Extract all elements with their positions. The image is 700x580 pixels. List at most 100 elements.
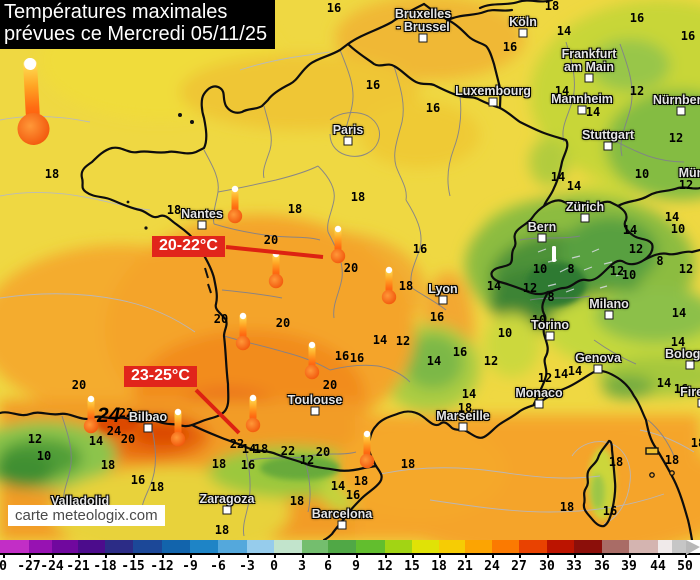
- scale-segment: [629, 540, 658, 553]
- watermark: carte meteologix.com: [8, 505, 165, 526]
- city-label: Paris: [332, 123, 364, 137]
- city-marker: [603, 141, 613, 151]
- temp-value: 16: [429, 310, 445, 324]
- city-label: Köln: [509, 15, 537, 29]
- city-label: Lyon: [428, 282, 458, 296]
- scale-segment: [78, 540, 105, 553]
- temp-value: 16: [412, 242, 428, 256]
- scale-tick: [105, 553, 107, 558]
- scale-tick: [439, 553, 441, 558]
- temp-value: 14: [664, 210, 680, 224]
- temp-value: 18: [100, 458, 116, 472]
- temp-value: 18: [608, 455, 624, 469]
- city-marker: [676, 106, 686, 116]
- temp-value: 12: [678, 178, 694, 192]
- temp-value: 18: [166, 203, 182, 217]
- temp-value: 12: [628, 242, 644, 256]
- scale-tick-label: -27: [17, 559, 41, 574]
- temp-value: 12: [27, 432, 43, 446]
- city-marker: [197, 220, 207, 230]
- city-label: Bologna: [665, 347, 700, 361]
- temp-value: 10: [532, 262, 548, 276]
- temp-value: 14: [585, 105, 601, 119]
- scale-tick: [519, 553, 521, 558]
- temp-value: 16: [334, 349, 350, 363]
- temp-value: 8: [656, 254, 664, 268]
- temp-value: 10: [670, 222, 686, 236]
- scale-tick-label: -18: [93, 559, 117, 574]
- scale-tick: [302, 553, 304, 558]
- temp-value: 12: [609, 264, 625, 278]
- scale-tick: [29, 553, 31, 558]
- scale-segment: [0, 540, 29, 553]
- contour-lines: [0, 51, 695, 525]
- temp-value: 18: [457, 401, 473, 415]
- temp-value: 20: [120, 432, 136, 446]
- temp-value: 14: [372, 333, 388, 347]
- scale-tick: [328, 553, 330, 558]
- scale-segment: [274, 540, 302, 553]
- temp-value: 12: [537, 371, 553, 385]
- temp-value: 12: [483, 354, 499, 368]
- scale-segment: [519, 540, 547, 553]
- temp-value: 8: [567, 262, 575, 276]
- scale-arrow-icon: [686, 540, 700, 555]
- scale-segment: [302, 540, 328, 553]
- scale-tick-label: 9: [352, 559, 360, 574]
- temp-value: 14: [671, 306, 687, 320]
- temp-value: 14: [553, 367, 569, 381]
- scale-segment: [658, 540, 672, 553]
- scale-tick-label: 15: [404, 559, 420, 574]
- temp-value: 16: [240, 458, 256, 472]
- temp-value: 16: [602, 504, 618, 518]
- city-label: Torino: [531, 318, 569, 332]
- temp-value: 16: [452, 345, 468, 359]
- city-label: Bilbao: [128, 410, 168, 424]
- city-marker: [580, 213, 590, 223]
- temp-value: 10: [621, 268, 637, 282]
- city-label: Luxembourg: [455, 84, 531, 98]
- scale-tick-label: 44: [650, 559, 666, 574]
- temp-value: 14: [461, 387, 477, 401]
- scale-segment: [190, 540, 218, 553]
- temp-value: 18: [400, 457, 416, 471]
- temp-value: 18: [353, 474, 369, 488]
- scale-tick-label: -15: [121, 559, 145, 574]
- scale-tick-label: 27: [511, 559, 527, 574]
- temp-value: 8: [547, 290, 555, 304]
- scale-tick: [274, 553, 276, 558]
- city-label: Zürich: [565, 200, 605, 214]
- scale-tick-label: 3: [298, 559, 306, 574]
- scale-tick-label: -3: [239, 559, 255, 574]
- scale-tick-label: -21: [66, 559, 90, 574]
- temp-value: 18: [287, 202, 303, 216]
- scale-tick-label: 0: [0, 559, 7, 574]
- city-marker: [518, 28, 528, 38]
- temp-value: 20: [263, 233, 279, 247]
- scale-tick: [218, 553, 220, 558]
- scale-tick-label: 18: [431, 559, 447, 574]
- temp-value: 14: [554, 84, 570, 98]
- city-label: Genova: [575, 351, 621, 365]
- title-line1: Températures maximales: [4, 1, 228, 23]
- scale-tick-label: 21: [457, 559, 473, 574]
- city-label: Zaragoza: [199, 492, 255, 506]
- scale-tick-label: 6: [324, 559, 332, 574]
- city-label: Valladolid: [50, 494, 110, 508]
- scale-tick-label: -9: [182, 559, 198, 574]
- scale-segment: [328, 540, 356, 553]
- temp-value: 20: [343, 261, 359, 275]
- temp-value: 18: [398, 279, 414, 293]
- temp-value: 24: [106, 424, 122, 438]
- city-marker: [584, 73, 594, 83]
- scale-tick: [190, 553, 192, 558]
- map-title: Températures maximales prévues ce Mercre…: [0, 0, 276, 49]
- annotation-layer: 20-22°C 23-25°C: [124, 236, 225, 387]
- scale-segment: [672, 540, 686, 553]
- temp-value: 12: [629, 84, 645, 98]
- city-label: Stuttgart: [581, 128, 635, 142]
- scale-segment: [385, 540, 412, 553]
- scale-tick-label: -6: [210, 559, 226, 574]
- temp-value: 14: [556, 24, 572, 38]
- temp-value: 16: [349, 351, 365, 365]
